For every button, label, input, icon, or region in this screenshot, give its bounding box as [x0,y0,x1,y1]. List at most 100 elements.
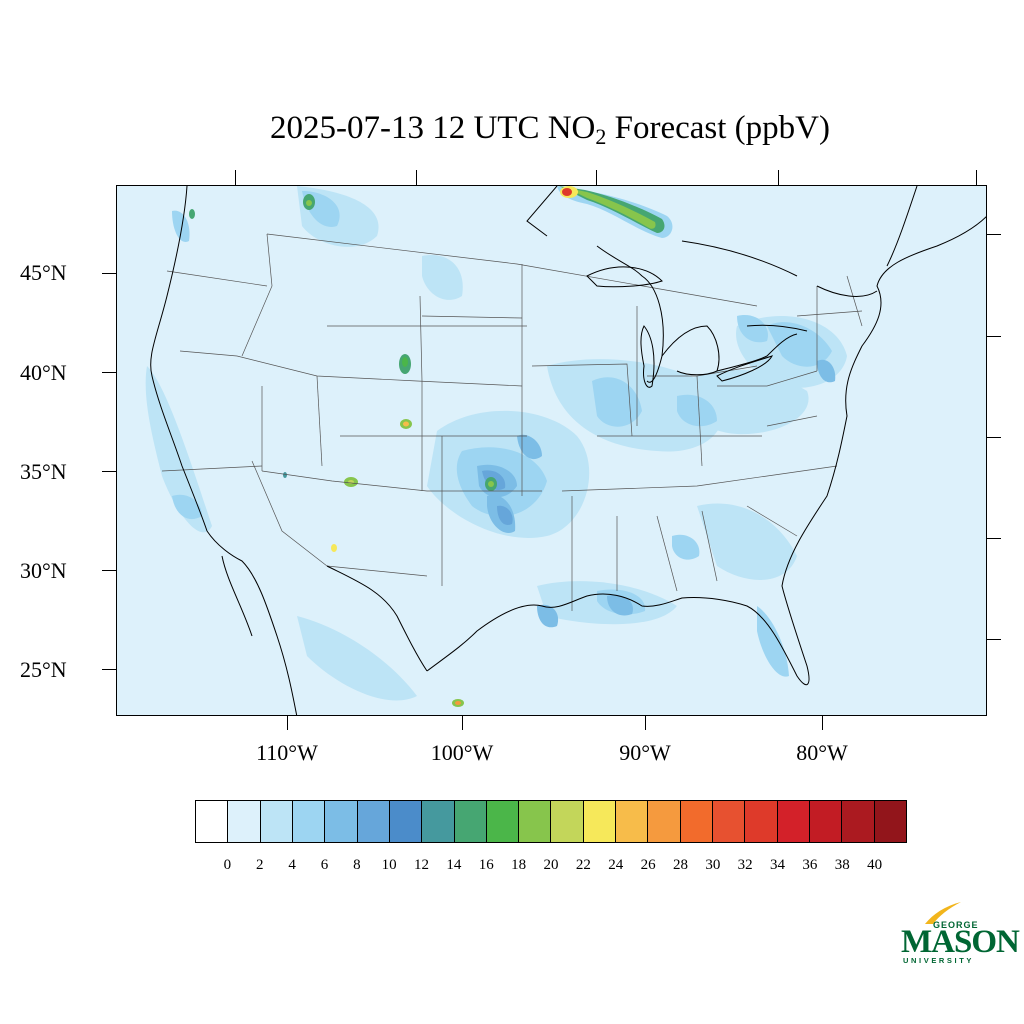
phoenix-hotspot [283,472,287,478]
colorbar-segment [616,801,649,842]
lat-tick-45n [102,273,116,275]
map-canvas [145,186,986,715]
colorbar-segment [292,801,326,842]
colorbar-tick-label: 22 [575,857,591,873]
colorbar-segment [713,801,746,842]
colorbar-tick-label: 10 [381,857,397,873]
colorbar-segment [454,801,487,842]
colorbar-tick-label: 16 [478,857,494,873]
lake-erie [716,355,773,382]
colorbar-segment [874,801,906,842]
lat-label-40n: 40°N [20,360,67,385]
el-paso-hotspot [331,544,337,552]
top-tick-3 [596,170,598,185]
kansas-field-8 [517,434,542,460]
colorbar-tick-label: 14 [446,857,462,873]
colorbar-segment [422,801,455,842]
colorbar [195,800,907,843]
colorbar-tick-label: 28 [672,857,688,873]
colorbar-tick-label: 26 [640,857,656,873]
northdakota-field-4 [422,255,463,300]
mexico-field-4 [297,616,417,701]
colorbar-segment [680,801,713,842]
logo-swoosh-icon [925,902,961,924]
lake-michigan-field-6 [737,315,768,343]
colorbar-tick-label: 4 [288,857,296,873]
top-tick-1 [235,170,237,185]
colorbar-segment [486,801,520,842]
top-tick-5 [976,170,978,185]
lat-tick-40n [102,372,116,374]
colorbar-tick-label: 2 [255,857,264,873]
top-tick-4 [778,170,780,185]
colorbar-segment [228,801,261,842]
colorbar-tick-label: 30 [705,857,721,873]
lat-label-30n: 30°N [20,558,67,583]
mexico-core [455,701,461,705]
illinois-field-6 [592,377,642,427]
colorbar-segment [777,801,810,842]
lat-label-35n: 35°N [20,459,67,484]
lon-label-80w: 80°W [796,740,848,765]
top-tick-2 [416,170,418,185]
colorbar-segment [583,801,617,842]
lon-label-110w: 110°W [256,740,318,765]
colorbar-segment [260,801,293,842]
northeast-field-6 [767,322,832,367]
colorbar-segment [357,801,390,842]
ontario-plume-inner [567,188,656,229]
lon-tick-80w [822,716,824,730]
logo-mason-text: MASON [901,924,1020,960]
colorbar-tick-label: 24 [608,857,624,873]
colorbar-tick-label: 38 [834,857,850,873]
colorbar-tick-label: 18 [511,857,527,873]
colorbar-tick-label: 36 [802,857,818,873]
logo-george-text: GEORGE [933,920,979,930]
colorbar-tick-label: 34 [770,857,786,873]
title-suffix: Forecast (ppbV) [606,110,830,146]
colorbar-segment [842,801,875,842]
seattle-field-6 [172,210,190,242]
lat-tick-35n [102,471,116,473]
colorbar-segment [745,801,778,842]
map-panel [116,185,987,716]
colorbar-segment [196,801,229,842]
lon-tick-90w [645,716,647,730]
map-title: 2025-07-13 12 UTC NO2 Forecast (ppbV) [0,110,1024,150]
lake-michigan [640,325,655,388]
dallas-field-10 [497,505,513,525]
coastlines [150,186,986,715]
houston-field-8 [537,604,559,628]
colorbar-tick-label: 6 [320,857,329,873]
lat-label-25n: 25°N [20,657,67,682]
seattle-hotspot [189,209,195,219]
ohio-field-6 [677,394,717,427]
colorbar-segment [519,801,552,842]
lake-superior [586,266,663,288]
colorbar-tick-label: 0 [223,857,232,873]
logo-university-text: UNIVERSITY [903,956,975,965]
colorbar-tick-label: 40 [867,857,883,873]
colorbar-tick-label: 8 [353,857,361,873]
lon-label-100w: 100°W [430,740,494,765]
colorbar-segment [648,801,681,842]
right-tick-3 [987,437,1001,439]
right-tick-4 [987,538,1001,540]
los-angeles-field-6 [172,494,202,520]
lat-tick-25n [102,669,116,671]
colorbar-tick-label: 20 [543,857,559,873]
colorbar-segment [809,801,843,842]
colorbar-tick-label: 12 [414,857,430,873]
state-borders [161,233,863,611]
nyc-field-8 [817,359,836,383]
colorado-springs-core [403,421,409,427]
oklahoma-city-core [488,481,494,487]
ontario-plume-core-red [562,188,572,196]
lon-tick-100w [462,716,464,730]
colorbar-segment [389,801,423,842]
atlanta-field-6 [672,534,700,560]
lon-tick-110w [287,716,289,730]
colorbar-segment [551,801,584,842]
concentration-layer [145,186,847,707]
colorbar-tick-label: 32 [737,857,753,873]
